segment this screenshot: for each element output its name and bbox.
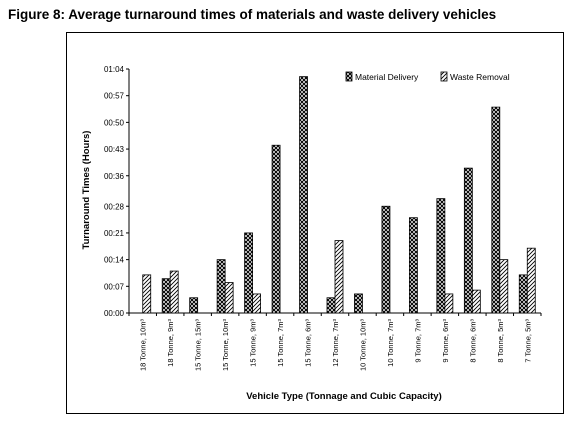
- bar: [526, 247, 536, 314]
- bar: [189, 297, 199, 314]
- legend-swatch: [345, 71, 353, 82]
- bar: [471, 289, 481, 314]
- bar: [216, 259, 226, 314]
- y-tick-label: 00:50: [104, 118, 125, 127]
- bar: [444, 293, 454, 314]
- bar: [354, 293, 363, 314]
- bar: [518, 274, 528, 314]
- x-tick-label: 15 Tonne, 10m³: [221, 319, 230, 371]
- legend-label: Material Delivery: [355, 72, 419, 82]
- bar: [142, 274, 152, 314]
- y-tick-label: 00:21: [104, 229, 125, 238]
- bar: [224, 282, 234, 314]
- x-tick-label: 15 Tonne, 15m³: [194, 319, 203, 371]
- y-tick-label: 00:14: [104, 256, 125, 265]
- y-tick-label: 00:28: [104, 202, 125, 211]
- x-tick-label: 10 Tonne, 10m³: [358, 319, 367, 371]
- y-tick-label: 00:36: [104, 172, 125, 181]
- y-tick-label: 00:00: [104, 309, 125, 318]
- bar: [491, 106, 501, 314]
- bar: [436, 198, 446, 314]
- bar: [499, 259, 509, 314]
- x-tick-label: 12 Tonne, 7m³: [331, 319, 340, 367]
- bar: [271, 144, 281, 314]
- y-axis-label: Turnaround Times (Hours): [81, 131, 92, 250]
- x-tick-label: 8 Tonne, 6m³: [468, 319, 477, 363]
- bar: [463, 167, 473, 314]
- x-tick-label: 15 Tonne, 9m³: [249, 319, 258, 367]
- bar: [299, 76, 308, 314]
- legend-swatch: [440, 71, 448, 82]
- figure-title: Figure 8: Average turnaround times of ma…: [8, 7, 497, 22]
- x-tick-label: 15 Tonne, 6m³: [304, 319, 313, 367]
- bar: [334, 240, 344, 314]
- bar: [244, 232, 254, 314]
- y-tick-label: 00:07: [104, 282, 125, 291]
- chart-frame: [66, 32, 564, 414]
- bar: [252, 293, 262, 314]
- x-axis-label: Vehicle Type (Tonnage and Cubic Capacity…: [246, 391, 442, 402]
- bar: [381, 205, 391, 314]
- bar: [408, 217, 418, 314]
- x-tick-label: 15 Tonne, 7m³: [276, 319, 285, 367]
- x-tick-label: 10 Tonne, 7m³: [386, 319, 395, 367]
- bar: [326, 297, 336, 314]
- bar: [169, 270, 179, 314]
- x-tick-label: 18 Tonne, 10m³: [139, 319, 148, 371]
- x-tick-label: 7 Tonne, 5m³: [523, 319, 532, 363]
- legend: Material Delivery Waste Removal: [345, 71, 510, 82]
- legend-label: Waste Removal: [450, 72, 510, 82]
- bars: [142, 76, 536, 314]
- x-tick-label: 18 Tonne, 9m³: [166, 319, 175, 367]
- x-tick-label: 8 Tonne, 5m³: [496, 319, 505, 363]
- y-tick-label: 00:57: [104, 92, 125, 101]
- bar: [161, 278, 171, 314]
- x-tick-labels: 18 Tonne, 10m³ 18 Tonne, 9m³ 15 Tonne, 15m…: [139, 319, 533, 371]
- y-tick-label: 00:43: [104, 145, 125, 154]
- x-tick-label: 9 Tonne, 6m³: [441, 319, 450, 363]
- y-tick-label: 01:04: [104, 65, 125, 74]
- x-tick-label: 9 Tonne, 7m³: [413, 319, 422, 363]
